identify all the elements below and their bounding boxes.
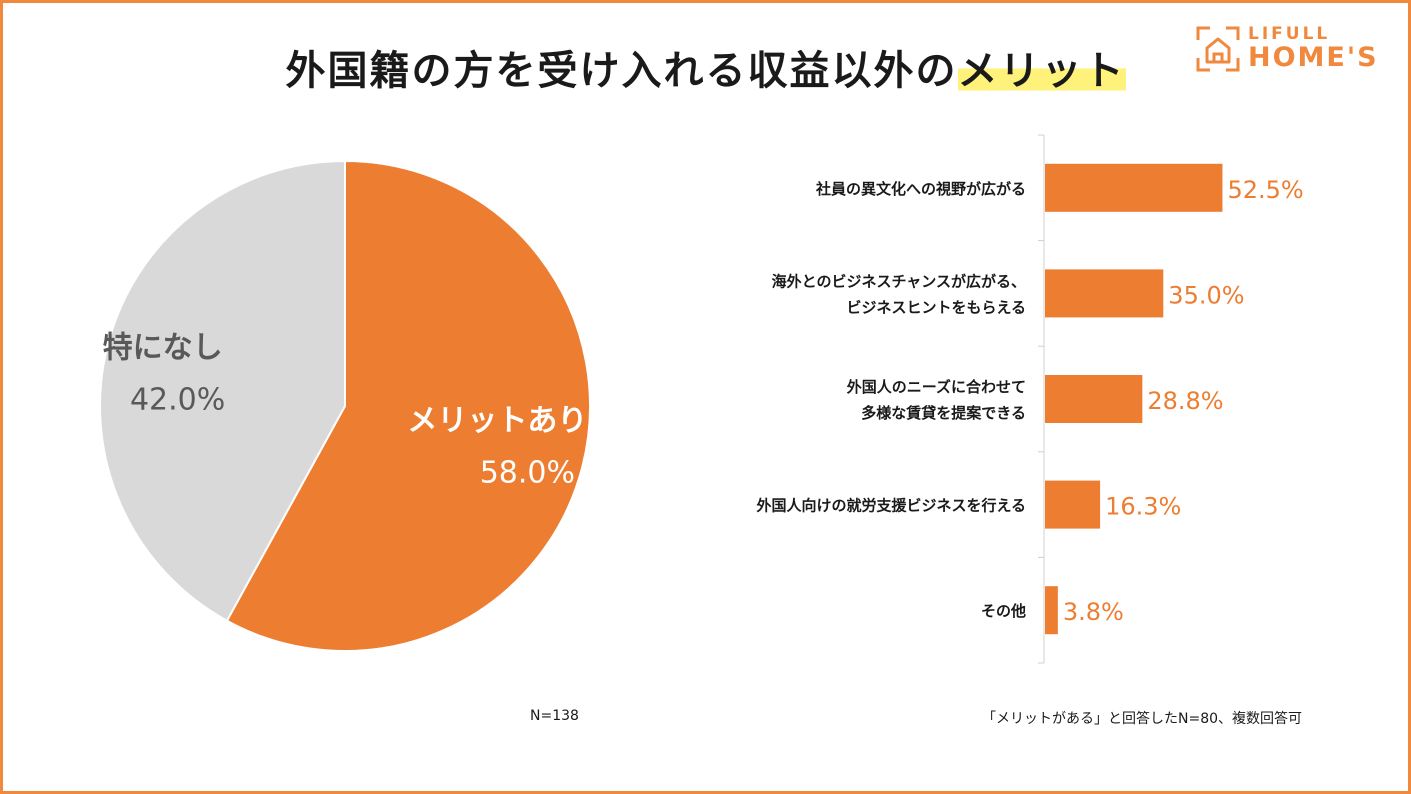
lifull-homes-logo: LIFULL HOME'S — [1196, 24, 1379, 76]
house-icon — [1196, 26, 1240, 72]
logo-line2: HOME'S — [1248, 42, 1379, 73]
bar — [1045, 375, 1143, 423]
pie-slice-label: メリットあり — [407, 404, 587, 439]
title-wrap: 外国籍の方を受け入れる収益以外のメリット — [0, 38, 1411, 96]
pie-slice — [225, 159, 591, 652]
pie-labels: メリットあり 58.0% 特になし 42.0% — [103, 330, 588, 490]
bar — [1045, 586, 1058, 635]
title-highlight: メリット — [957, 48, 1126, 94]
pie-slices — [99, 159, 591, 652]
bar-value-label: 3.8% — [1063, 598, 1124, 626]
pie-slice-value: 58.0% — [480, 456, 575, 491]
bar — [1045, 269, 1164, 318]
bar-ticks — [1038, 134, 1044, 664]
bar-category-label: 外国人向けの就労支援ビジネスを行える — [755, 497, 1026, 515]
bar-category-label: ビジネスヒントをもらえる — [846, 298, 1026, 316]
pie-slice-value: 42.0% — [130, 382, 225, 417]
bar-value-label: 16.3% — [1105, 493, 1181, 521]
pie-chart: メリットあり 58.0% 特になし 42.0% — [99, 159, 591, 652]
bar — [1045, 163, 1223, 212]
pie-slice — [99, 159, 346, 623]
logo-line1: LIFULL — [1248, 24, 1331, 44]
page-title: 外国籍の方を受け入れる収益以外のメリット — [282, 38, 1130, 96]
bar-value-label: 28.8% — [1147, 387, 1223, 415]
bar-value-label: 35.0% — [1168, 281, 1244, 309]
bar — [1045, 480, 1101, 529]
bar-value-label: 52.5% — [1227, 176, 1303, 204]
title-main: 外国籍の方を受け入れる収益以外の — [285, 48, 958, 94]
bar-note: 「メリットがある」と回答したN=80、複数回答可 — [982, 711, 1303, 727]
bar-category-label: 社員の異文化への視野が広がる — [815, 180, 1026, 198]
pie-note: N=138 — [530, 708, 579, 724]
bar-chart: 社員の異文化への視野が広がる 52.5% 海外とのビジネスチャンスが広がる、ビジネス… — [755, 134, 1304, 664]
bar-category-label: 多様な賃貸を提案できる — [861, 404, 1026, 422]
bar-marks: 社員の異文化への視野が広がる 52.5% 海外とのビジネスチャンスが広がる、ビジネス… — [755, 163, 1304, 635]
pie-slice-label: 特になし — [103, 330, 223, 365]
bar-category-label: その他 — [981, 602, 1026, 620]
bar-category-label: 外国人のニーズに合わせて — [846, 378, 1026, 396]
bar-category-label: 海外とのビジネスチャンスが広がる、 — [772, 272, 1026, 290]
